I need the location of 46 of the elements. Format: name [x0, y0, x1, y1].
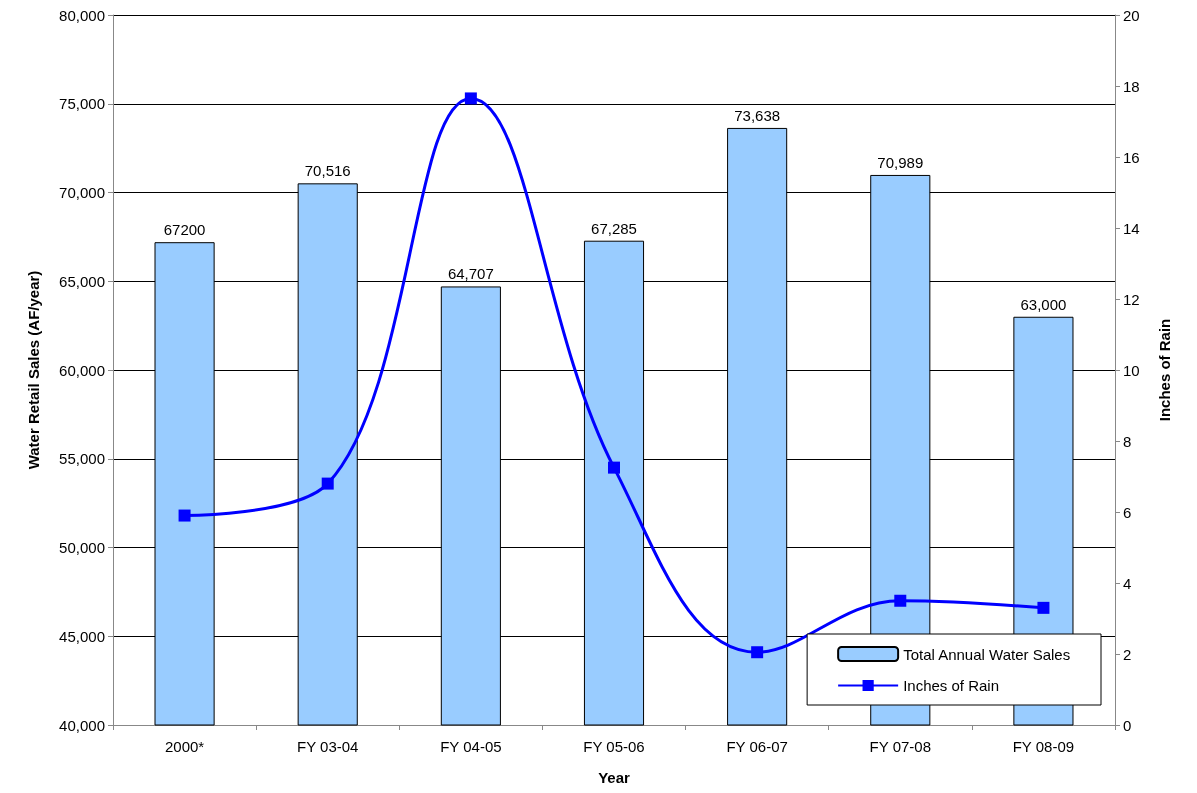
data-label: 70,989	[877, 153, 924, 171]
point	[608, 461, 620, 474]
y2-tick-label: 18	[1123, 77, 1140, 95]
y-tick-label: 55,000	[59, 450, 105, 468]
y-tick-label: 70,000	[59, 184, 105, 201]
data-label: 64,707	[447, 265, 494, 283]
x-tick-label: FY 03-04	[297, 738, 359, 755]
point	[894, 594, 907, 607]
y2-axis-title: Inches of Rain	[1156, 318, 1173, 422]
x-axis-title: Year	[598, 769, 631, 786]
y2-tick-label: 16	[1123, 148, 1140, 166]
y-tick-label: 80,000	[59, 6, 105, 24]
data-label: 67200	[163, 221, 206, 239]
x-tick-label: FY 08-09	[1012, 738, 1075, 755]
data-label: 70,516	[304, 162, 351, 180]
legend-label: Inches of Rain	[903, 677, 1000, 694]
y2-tick-label: 20	[1123, 6, 1140, 24]
x-tick-label: FY 05-06	[583, 738, 645, 755]
point	[321, 477, 334, 490]
point	[178, 509, 191, 522]
x-tick-label: 2000*	[164, 738, 205, 755]
y2-tick-label: 14	[1123, 219, 1140, 237]
legend-label: Total Annual Water Sales	[903, 645, 1071, 663]
data-label: 67,285	[591, 219, 637, 237]
y-tick-label: 75,000	[59, 95, 105, 113]
point	[751, 646, 764, 659]
y-tick-label: 50,000	[59, 539, 105, 556]
y-tick-label: 40,000	[59, 716, 105, 734]
data-label: 73,638	[734, 106, 781, 124]
y2-tick-label: 0	[1123, 716, 1132, 734]
data-label: 63,000	[1020, 295, 1067, 313]
y-tick-label: 65,000	[59, 272, 105, 290]
x-tick-label: FY 04-05	[440, 738, 502, 755]
y2-tick-label: 4	[1123, 574, 1132, 592]
y2-tick-label: 2	[1123, 645, 1132, 663]
y2-tick-label: 12	[1123, 290, 1140, 308]
y2-tick-label: 6	[1123, 503, 1132, 521]
y-tick-label: 60,000	[59, 361, 105, 379]
y-axis-title: Water Retail Sales (AF/year)	[25, 270, 42, 470]
y2-tick-label: 10	[1123, 361, 1140, 379]
x-tick-label: FY 07-08	[869, 738, 931, 755]
y-tick-label: 45,000	[59, 627, 105, 645]
y2-tick-label: 8	[1123, 432, 1132, 450]
x-tick-label: FY 06-07	[726, 738, 788, 755]
point	[464, 92, 477, 105]
point	[1037, 601, 1050, 614]
